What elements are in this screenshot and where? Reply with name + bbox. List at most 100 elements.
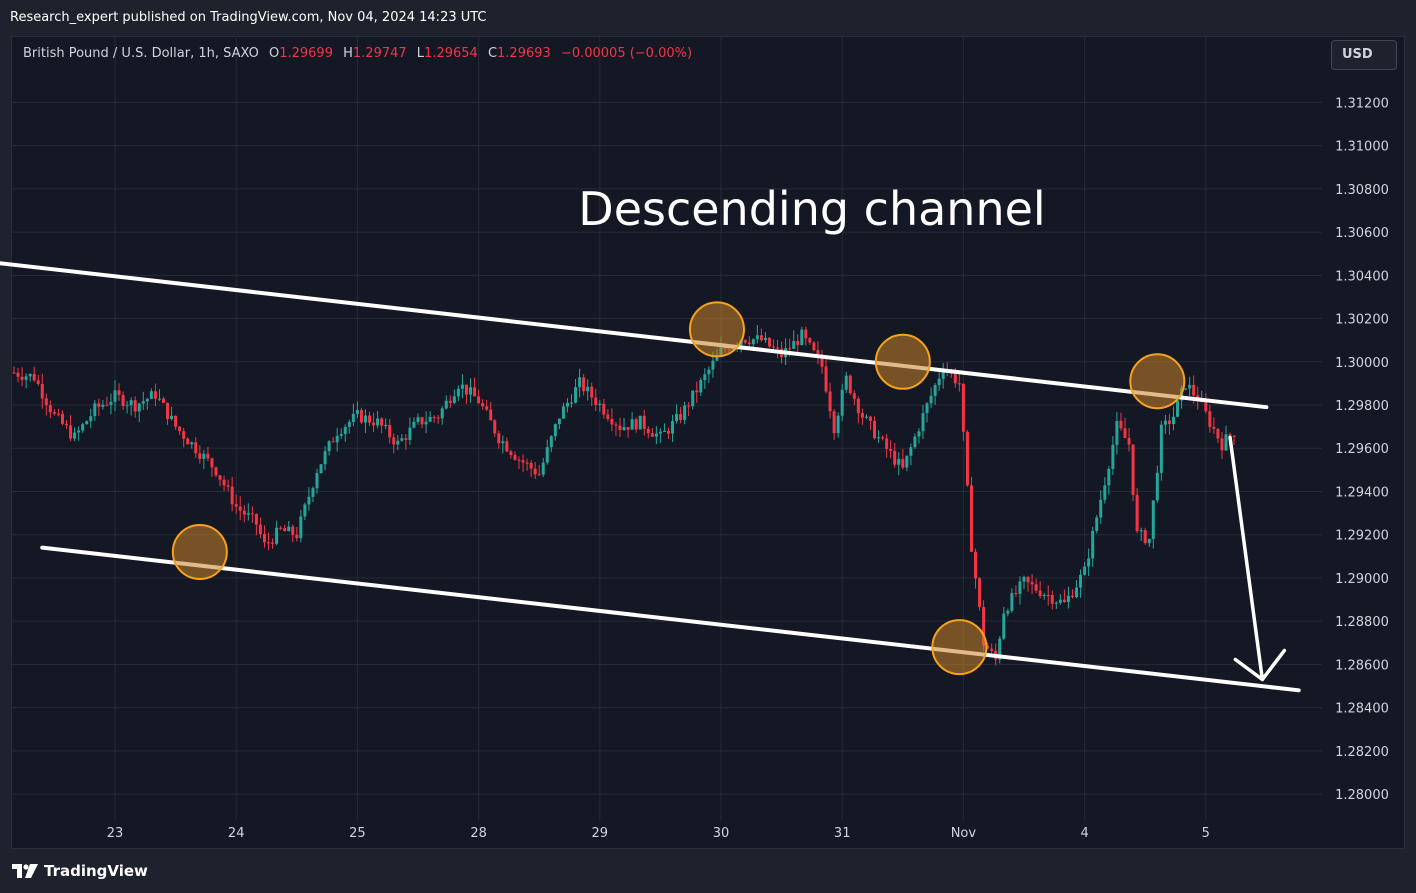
candle-body bbox=[355, 410, 359, 414]
candle-body bbox=[210, 458, 214, 468]
candle-body bbox=[658, 431, 662, 434]
candle-body bbox=[1151, 500, 1155, 539]
candle-body bbox=[327, 441, 331, 452]
candle-body bbox=[743, 340, 747, 343]
candle-body bbox=[262, 533, 266, 543]
candle-body bbox=[1163, 420, 1167, 425]
candle-body bbox=[242, 510, 246, 515]
candle-body bbox=[1087, 558, 1091, 567]
candle-body bbox=[174, 415, 178, 427]
candle-body bbox=[246, 513, 250, 515]
candle-body bbox=[65, 423, 69, 426]
candle-body bbox=[153, 391, 157, 399]
candle-body bbox=[161, 398, 165, 403]
candle-body bbox=[824, 366, 828, 392]
candle-body bbox=[1228, 434, 1232, 436]
candle-body bbox=[1010, 593, 1014, 611]
y-tick-label: 1.30600 bbox=[1335, 226, 1389, 241]
candle-body bbox=[666, 430, 670, 434]
y-tick-label: 1.29600 bbox=[1335, 442, 1389, 457]
symbol-info-line: British Pound / U.S. Dollar, 1h, SAXO O1… bbox=[23, 46, 692, 61]
candle-body bbox=[614, 424, 618, 426]
candle-body bbox=[687, 405, 691, 407]
x-tick-label: 24 bbox=[228, 826, 245, 841]
candle-body bbox=[1030, 582, 1034, 585]
candle-body bbox=[889, 448, 893, 451]
candle-body bbox=[69, 425, 73, 439]
candle-body bbox=[1188, 384, 1192, 389]
candle-body bbox=[36, 380, 40, 384]
price-axis: 1.31200 1.31000 1.30800 1.30600 1.30400 1.302… bbox=[1335, 96, 1389, 803]
candle-body bbox=[549, 436, 553, 448]
candle-body bbox=[1139, 530, 1143, 532]
candle-body bbox=[60, 413, 64, 424]
candle-body bbox=[1131, 444, 1135, 495]
candle-body bbox=[198, 453, 202, 459]
touch-point-circle bbox=[688, 301, 745, 358]
touch-point-circle bbox=[874, 333, 931, 390]
candle-body bbox=[541, 462, 545, 475]
candle-body bbox=[388, 424, 392, 438]
candle-body bbox=[755, 335, 759, 340]
candle-body bbox=[396, 440, 400, 445]
y-tick-label: 1.29000 bbox=[1335, 572, 1389, 587]
candle-body bbox=[412, 421, 416, 428]
y-tick-label: 1.30800 bbox=[1335, 183, 1389, 198]
candle-body bbox=[598, 403, 602, 405]
y-tick-label: 1.30200 bbox=[1335, 313, 1389, 328]
low-label: L bbox=[416, 46, 425, 61]
lower-channel-line bbox=[40, 545, 1301, 693]
candle-body bbox=[1212, 426, 1216, 429]
brand-name: TradingView bbox=[44, 862, 148, 880]
footer: TradingView bbox=[0, 849, 1416, 893]
candle-body bbox=[610, 418, 614, 425]
candle-body bbox=[166, 402, 170, 420]
candle-body bbox=[16, 372, 20, 377]
candle-body bbox=[1192, 384, 1196, 396]
candle-body bbox=[254, 514, 258, 525]
symbol-name[interactable]: British Pound / U.S. Dollar, 1h, SAXO bbox=[23, 46, 259, 61]
candle-body bbox=[606, 414, 610, 419]
candle-body bbox=[230, 486, 234, 505]
candle-body bbox=[117, 390, 121, 395]
candle-body bbox=[182, 431, 186, 439]
candle-body bbox=[319, 464, 323, 474]
candle-body bbox=[73, 432, 77, 439]
candle-body bbox=[428, 416, 432, 422]
candle-body bbox=[1171, 416, 1175, 425]
x-tick-label: 28 bbox=[470, 826, 487, 841]
candle-body bbox=[339, 434, 343, 436]
candle-body bbox=[582, 377, 586, 392]
candle-body bbox=[638, 415, 642, 430]
candle-body bbox=[929, 395, 933, 404]
candle-body bbox=[226, 485, 230, 487]
candle-body bbox=[194, 442, 198, 454]
candle-body bbox=[1216, 428, 1220, 439]
chart-title: Descending channel bbox=[578, 182, 1045, 236]
candle-body bbox=[1050, 595, 1054, 604]
candle-body bbox=[953, 373, 957, 384]
candle-body bbox=[489, 409, 493, 421]
candle-body bbox=[707, 369, 711, 375]
candle-body bbox=[881, 437, 885, 439]
candle-body bbox=[909, 447, 913, 456]
candle-body bbox=[675, 414, 679, 422]
publish-header: Research_expert published on TradingView… bbox=[0, 0, 1416, 36]
x-tick-label: 30 bbox=[713, 826, 730, 841]
candle-body bbox=[1103, 485, 1107, 500]
candle-body bbox=[957, 383, 961, 385]
candle-body bbox=[12, 372, 16, 374]
candle-body bbox=[250, 513, 254, 515]
currency-button[interactable]: USD bbox=[1331, 40, 1397, 70]
tradingview-logo[interactable]: TradingView bbox=[12, 862, 148, 880]
candle-body bbox=[642, 415, 646, 429]
candle-body bbox=[594, 397, 598, 405]
candle-body bbox=[933, 385, 937, 396]
candle-body bbox=[792, 340, 796, 349]
touch-point-circle bbox=[171, 523, 228, 580]
candle-body bbox=[1006, 610, 1010, 614]
candle-body bbox=[291, 526, 295, 536]
x-tick-label: Nov bbox=[951, 826, 977, 841]
chart-panel[interactable] bbox=[11, 36, 1405, 849]
